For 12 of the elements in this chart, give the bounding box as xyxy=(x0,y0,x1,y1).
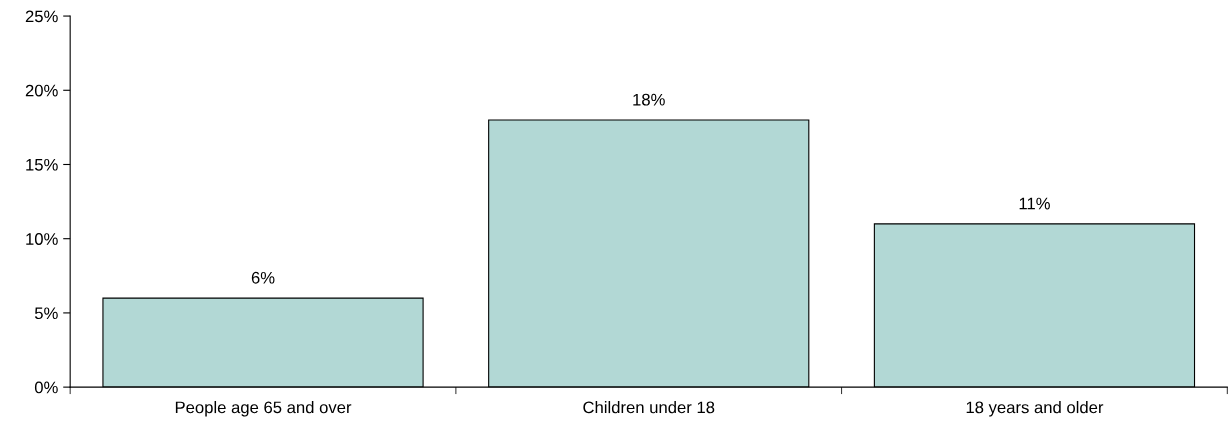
y-tick-label: 10% xyxy=(26,233,58,245)
data-label: 6% xyxy=(251,271,275,284)
data-label: 18% xyxy=(633,93,665,106)
y-tick-label: 20% xyxy=(25,84,58,97)
data-label: 11% xyxy=(1019,197,1050,210)
y-tick-label: 25% xyxy=(25,10,58,23)
x-tick-label: Children under 18 xyxy=(583,401,715,414)
y-tick-label: 15% xyxy=(26,158,58,171)
y-tick-label: 0% xyxy=(34,381,58,394)
x-tick-label: People age 65 and over xyxy=(175,401,352,417)
x-tick-label: 18 years and older xyxy=(966,401,1104,417)
y-tick-label: 5% xyxy=(34,307,58,320)
